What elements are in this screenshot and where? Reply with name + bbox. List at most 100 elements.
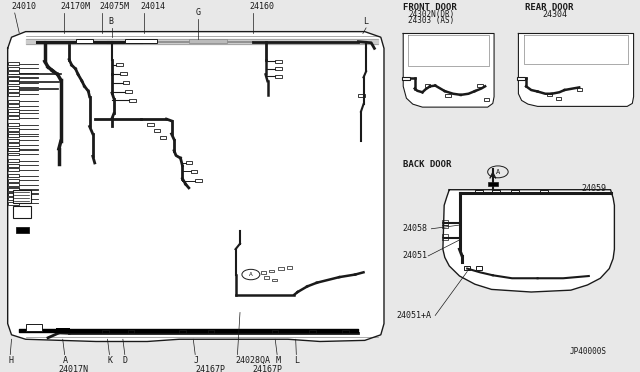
Text: H: H [8,356,13,365]
Bar [275,75,282,78]
Text: 24058: 24058 [403,224,428,233]
Bar [269,270,274,272]
Polygon shape [403,33,494,107]
Bar [8,192,19,195]
Bar [445,94,451,97]
Bar [8,159,19,162]
Text: 24017N: 24017N [59,365,89,372]
Bar [8,128,19,131]
Text: 24075M: 24075M [99,2,129,11]
Text: 24059: 24059 [581,185,606,193]
Bar [8,76,19,79]
Bar [123,81,129,84]
Bar [517,77,525,80]
Bar [8,81,19,84]
Bar [309,330,316,333]
Text: 24304: 24304 [543,10,568,19]
Bar [120,72,127,75]
Bar [56,328,70,332]
Bar [475,190,483,194]
Text: 24303 (AS): 24303 (AS) [408,16,454,25]
Bar [13,190,31,203]
Bar [484,98,489,101]
Bar [13,206,31,218]
Bar [8,62,19,65]
Bar [261,271,266,274]
Bar [8,202,19,205]
Bar [8,148,19,151]
Bar [189,39,227,43]
Bar [477,84,483,87]
Text: JP40000S: JP40000S [570,347,607,356]
Bar [160,136,166,139]
Bar [8,116,19,119]
Text: 24014: 24014 [141,2,166,11]
Bar [116,63,123,66]
Polygon shape [8,32,384,341]
Text: D: D [123,356,128,365]
Bar [8,164,19,167]
Text: 24167P: 24167P [253,365,283,372]
Bar [8,71,19,74]
Bar [476,266,482,270]
Bar [8,134,19,137]
Text: 24010: 24010 [12,2,36,11]
Text: FRONT DOOR: FRONT DOOR [403,3,456,12]
Bar [179,330,186,333]
Bar [8,67,19,70]
Text: A: A [496,169,500,175]
Bar [26,324,42,331]
Polygon shape [443,190,614,292]
Text: 24167P: 24167P [195,365,225,372]
Text: 24160: 24160 [250,2,275,11]
Bar [8,197,19,200]
Bar [125,90,132,93]
Bar [208,330,214,333]
Bar [76,39,93,43]
Bar [358,94,365,97]
Text: K: K [108,356,113,365]
Bar [191,170,197,173]
Bar [102,330,109,333]
Bar [128,330,134,333]
Bar [154,129,160,132]
Bar [8,139,19,142]
Bar [8,187,19,190]
Bar [464,266,470,270]
Polygon shape [518,33,634,106]
Text: L: L [294,356,300,365]
Bar [16,227,29,232]
Bar [511,190,519,194]
Bar [8,132,19,135]
Bar [264,276,269,279]
Text: A: A [63,356,68,365]
Bar [8,93,19,96]
Bar [8,174,19,177]
Bar [442,237,448,240]
Text: BACK DOOR: BACK DOOR [403,160,451,169]
Bar [8,109,19,112]
Bar [8,153,19,155]
Text: M: M [275,356,280,365]
Bar [8,86,19,89]
Bar [275,60,282,63]
Text: 24051: 24051 [403,251,428,260]
Bar [8,183,19,186]
Bar [8,104,19,107]
Bar [186,161,192,164]
Bar [8,179,19,182]
Text: 24051+A: 24051+A [397,311,432,320]
Bar [272,330,278,333]
Bar [577,88,582,91]
Text: B: B [109,17,114,26]
Bar [8,193,19,196]
Bar [556,97,561,100]
Bar [442,225,448,228]
Bar [342,330,349,333]
Text: A: A [249,272,253,277]
Bar [8,143,19,146]
Bar [442,234,448,237]
Bar [425,84,430,87]
Bar [8,188,19,191]
Bar [8,100,19,103]
